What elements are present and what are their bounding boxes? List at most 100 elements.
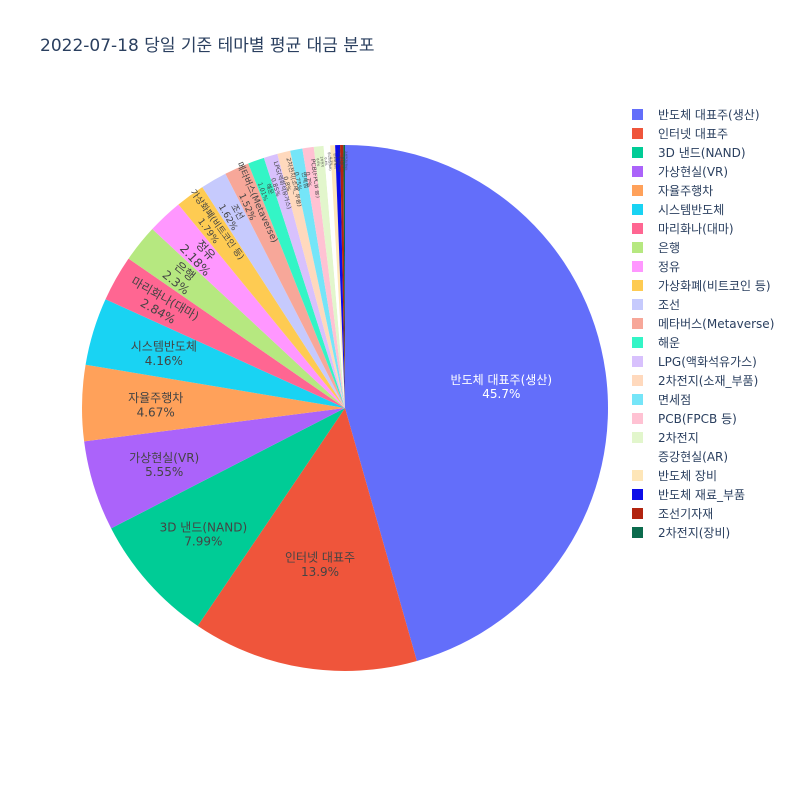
pie-slice[interactable] <box>105 258 345 408</box>
legend-swatch <box>632 489 643 500</box>
legend-label: LPG(액화석유가스) <box>658 355 757 369</box>
legend-item[interactable]: 가상화폐(비트코인 등) <box>632 276 774 295</box>
slice-label-name: 시스템반도체 <box>131 339 197 353</box>
legend-label: 시스템반도체 <box>658 203 725 217</box>
pie-slice[interactable] <box>335 145 345 408</box>
legend-item[interactable]: 해운 <box>632 333 774 352</box>
legend-swatch <box>632 356 643 367</box>
legend-label: 가상현실(VR) <box>658 165 729 179</box>
slice-label-percent: 5.55% <box>145 465 183 479</box>
legend-swatch <box>632 147 643 158</box>
legend-item[interactable]: 면세점 <box>632 390 774 409</box>
pie-slice[interactable] <box>225 163 345 408</box>
pie-slice[interactable] <box>111 408 345 626</box>
slice-label-percent: 0.8% <box>282 176 292 193</box>
pie-slice[interactable] <box>81 364 345 442</box>
legend-swatch <box>632 223 643 234</box>
legend-item[interactable]: 정유 <box>632 257 774 276</box>
pie-slice[interactable] <box>197 408 417 671</box>
legend-swatch <box>632 394 643 405</box>
pie-slice[interactable] <box>128 229 345 408</box>
legend-item[interactable]: 마리화나(대마) <box>632 219 774 238</box>
legend-swatch <box>632 508 643 519</box>
slice-label-percent: 0.3% <box>334 157 338 165</box>
legend-label: 면세점 <box>658 393 692 407</box>
pie-slice[interactable] <box>248 157 345 408</box>
pie-slice[interactable] <box>84 408 345 529</box>
legend-item[interactable]: 인터넷 대표주 <box>632 124 774 143</box>
legend-item[interactable]: 조선 <box>632 295 774 314</box>
legend-swatch <box>632 242 643 253</box>
pie-slice[interactable] <box>302 146 345 408</box>
slice-label-name: 반도체 대표주(생산) <box>451 373 553 387</box>
legend-item[interactable]: 2차전지 <box>632 428 774 447</box>
legend-item[interactable]: 반도체 대표주(생산) <box>632 105 774 124</box>
legend-item[interactable]: PCB(FPCB 등) <box>632 409 774 428</box>
pie-slice[interactable] <box>152 204 345 408</box>
pie-slice[interactable] <box>343 145 345 408</box>
slice-label-name: 2차전지(장비) <box>344 151 349 170</box>
legend-swatch <box>632 413 643 424</box>
legend-swatch <box>632 280 643 291</box>
slice-label-name: 반도체 장비 <box>333 153 339 169</box>
legend-label: PCB(FPCB 등) <box>658 412 737 426</box>
chart-title: 2022-07-18 당일 기준 테마별 평균 대금 분포 <box>40 36 375 56</box>
pie-slice[interactable] <box>340 145 345 408</box>
legend-label: 메타버스(Metaverse) <box>658 317 775 331</box>
legend-label: 조선기자재 <box>658 507 714 521</box>
legend-item[interactable]: 반도체 장비 <box>632 466 774 485</box>
legend-item[interactable]: LPG(액화석유가스) <box>632 352 774 371</box>
pie-slice[interactable] <box>263 153 345 408</box>
legend-label: 2차전지(장비) <box>658 526 731 540</box>
legend-item[interactable]: 3D 낸드(NAND) <box>632 143 774 162</box>
pie-slice[interactable] <box>313 145 345 408</box>
slice-label-name: 자율주행차 <box>128 390 183 405</box>
pie-slice[interactable] <box>290 148 345 408</box>
slice-label: 반도체 재료_부품0.3% <box>334 149 343 172</box>
legend-item[interactable]: 증강현실(AR) <box>632 447 774 466</box>
legend-item[interactable]: 반도체 재료_부품 <box>632 485 774 504</box>
slice-label-name: 2차전지 <box>319 156 325 167</box>
slice-label-name: 면세점 <box>300 171 311 189</box>
legend-swatch <box>632 451 643 462</box>
legend-swatch <box>632 375 643 386</box>
legend-item[interactable]: 가상현실(VR) <box>632 162 774 181</box>
pie-slice[interactable] <box>85 299 346 408</box>
legend-item[interactable]: 은행 <box>632 238 774 257</box>
legend-swatch <box>632 299 643 310</box>
pie-slice[interactable] <box>277 150 345 408</box>
slice-label: 2차전지(장비)0.1% <box>340 151 349 170</box>
legend-label: 반도체 대표주(생산) <box>658 108 760 122</box>
slice-label-name: 증강현실(AR) <box>327 152 333 171</box>
legend-item[interactable]: 자율주행차 <box>632 181 774 200</box>
legend-item[interactable]: 2차전지(소재_부품) <box>632 371 774 390</box>
legend: 반도체 대표주(생산) 인터넷 대표주 3D 낸드(NAND) 가상현실(VR) 자율주… <box>632 105 774 542</box>
slice-label-percent: 0.2% <box>338 157 342 165</box>
slice-label: 반도체 장비0.3% <box>329 153 339 169</box>
legend-swatch <box>632 318 643 329</box>
legend-item[interactable]: 시스템반도체 <box>632 200 774 219</box>
legend-item[interactable]: 메타버스(Metaverse) <box>632 314 774 333</box>
slice-label: 가상현실(VR)5.55% <box>129 451 199 479</box>
slice-label-percent: 4.67% <box>137 405 175 419</box>
legend-label: 2차전지(소재_부품) <box>658 374 759 388</box>
legend-item[interactable]: 조선기자재 <box>632 504 774 523</box>
legend-swatch <box>632 204 643 215</box>
slice-label-name: 인터넷 대표주 <box>285 550 355 564</box>
pie-slice[interactable] <box>202 173 345 408</box>
legend-label: 정유 <box>658 260 681 274</box>
slice-label-name: 해운 <box>264 183 275 197</box>
legend-label: 은행 <box>658 241 681 255</box>
pie-slice[interactable] <box>345 145 608 661</box>
pie-slice[interactable] <box>178 187 345 408</box>
pie-slice[interactable] <box>323 145 345 409</box>
pie-slice[interactable] <box>330 145 345 408</box>
legend-swatch <box>632 337 643 348</box>
legend-label: 반도체 장비 <box>658 469 718 483</box>
legend-item[interactable]: 2차전지(장비) <box>632 523 774 542</box>
slice-label-percent: 0.1% <box>340 157 344 165</box>
